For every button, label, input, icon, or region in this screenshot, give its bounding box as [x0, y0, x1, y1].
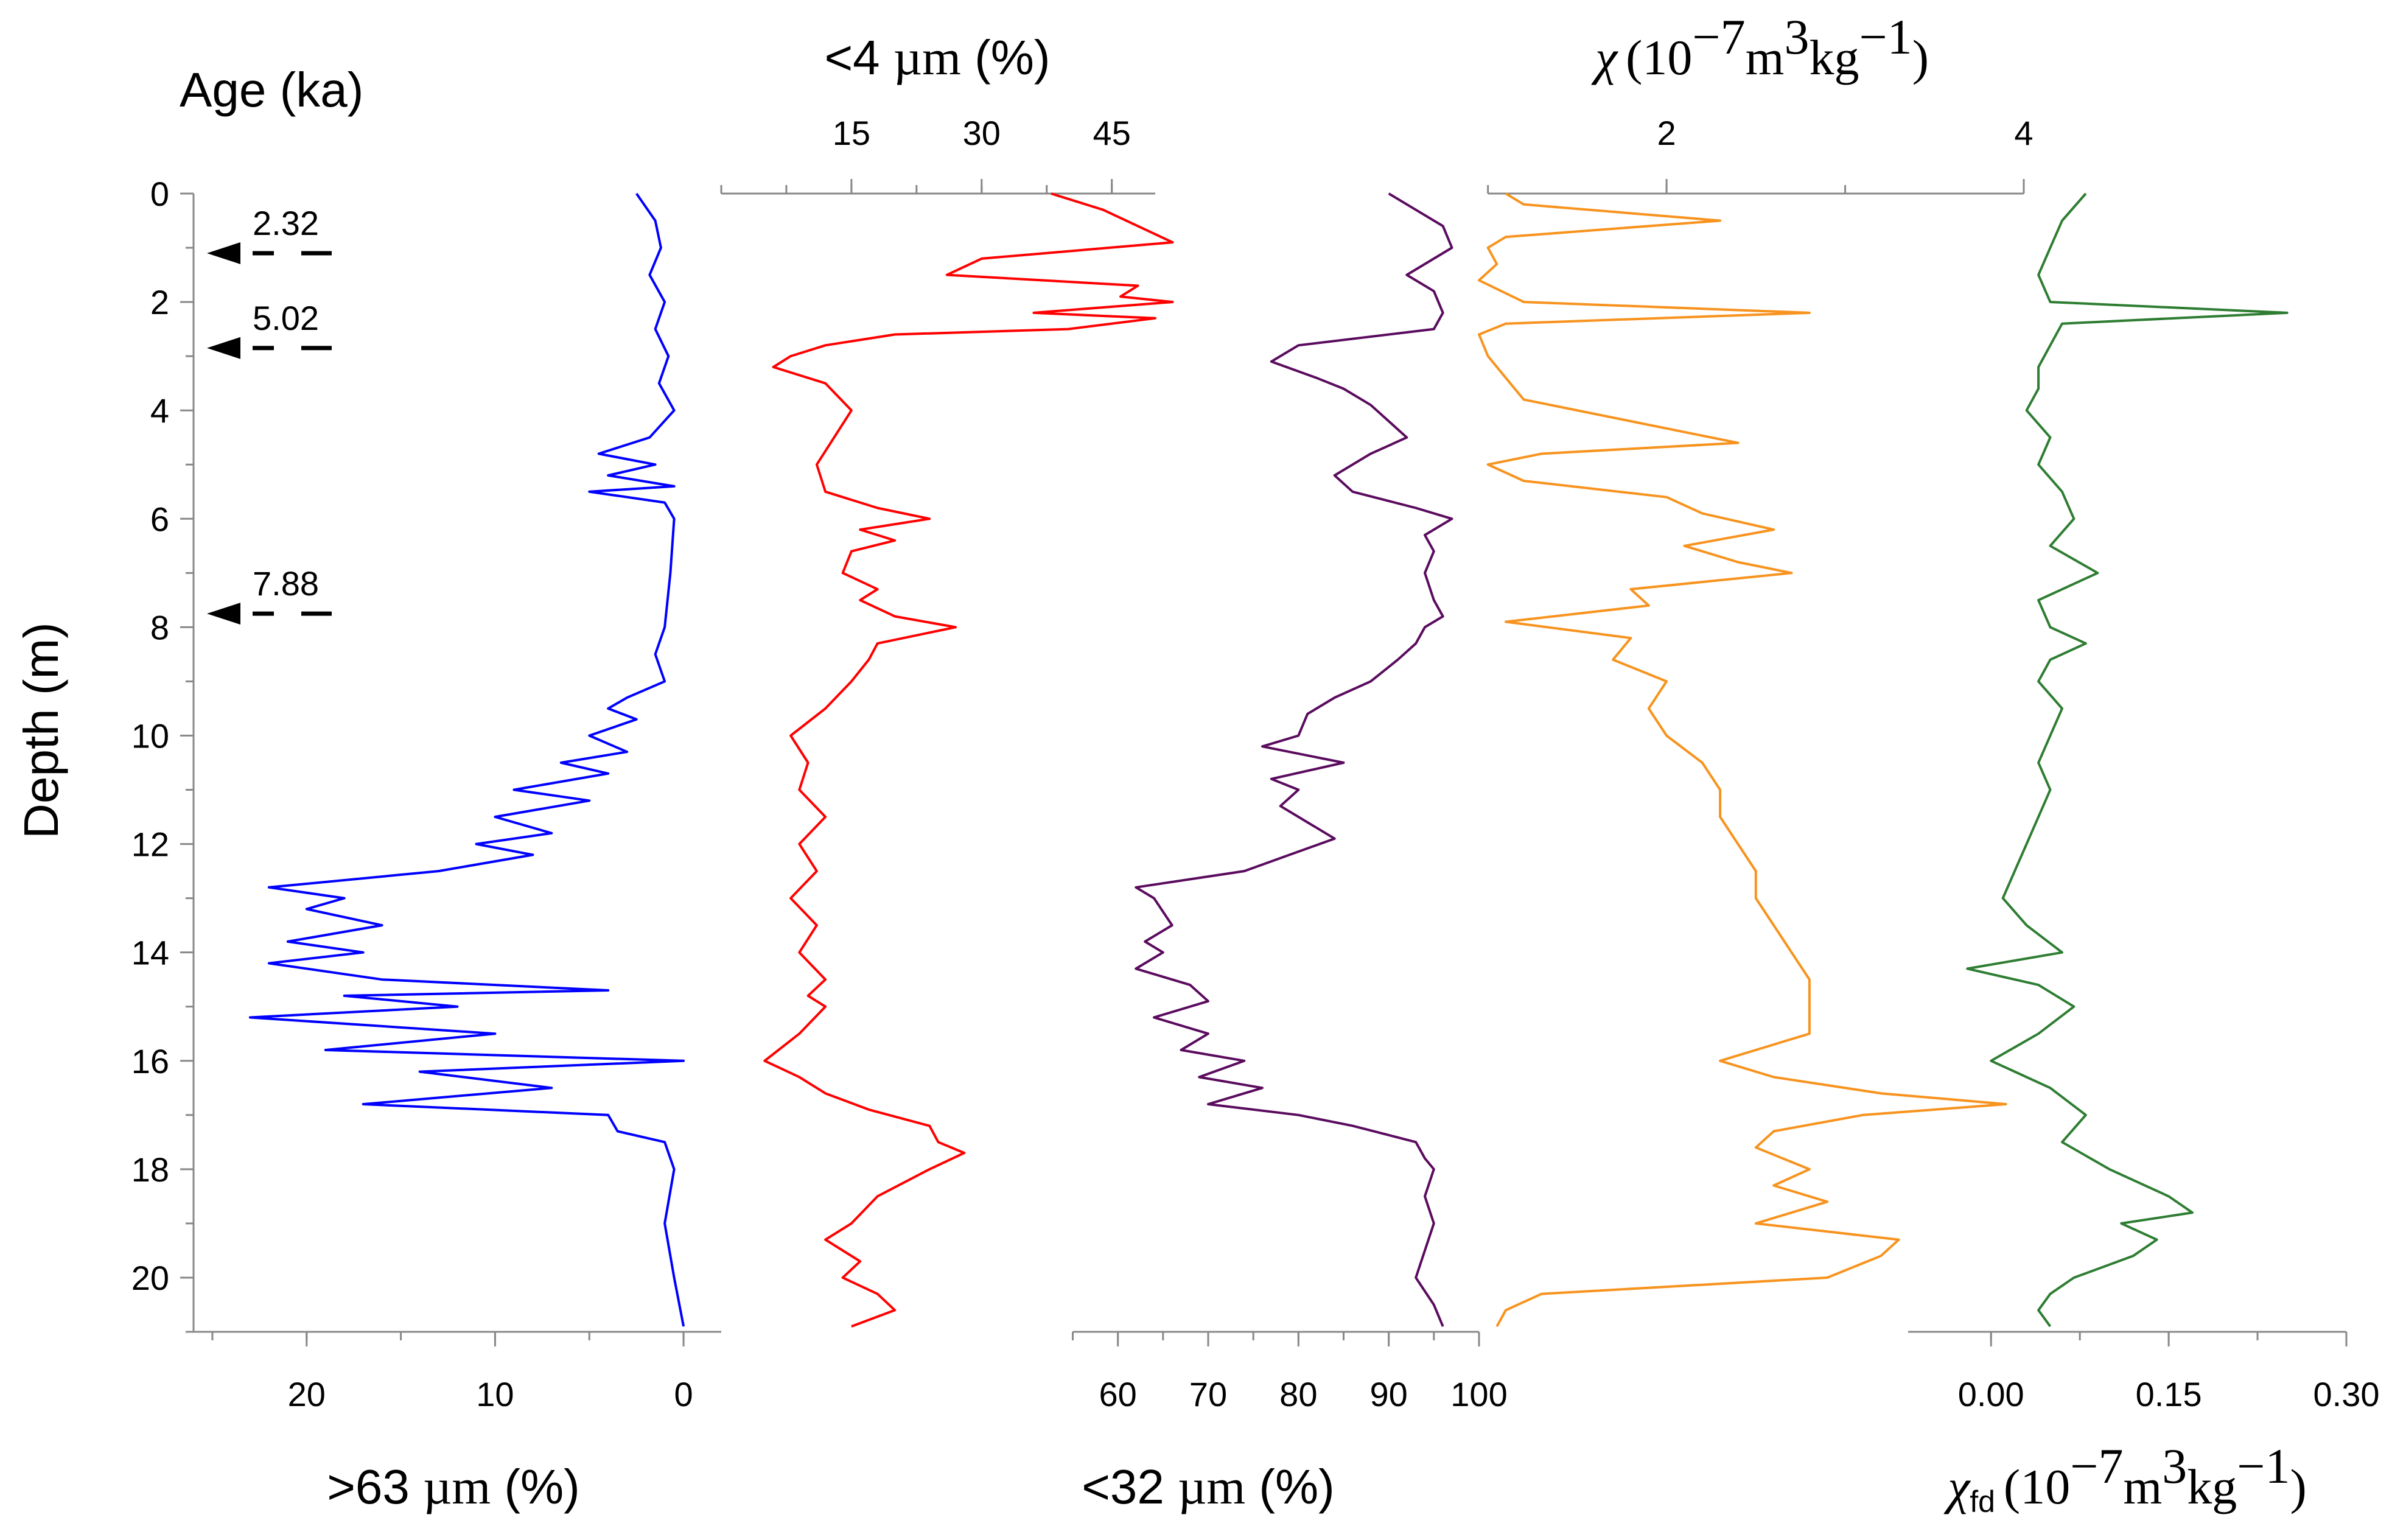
age-marker-label: 2.32 [253, 204, 319, 242]
panel-title-part: kg [2187, 1459, 2237, 1514]
panel-title-part: m [2123, 1459, 2162, 1514]
panel-title-part: <32 [1082, 1460, 1178, 1514]
panel-title-part: >63 [327, 1460, 423, 1514]
panel-title-part: 3 [1784, 9, 1809, 65]
panel-tick-label: 15 [833, 114, 870, 152]
age-marker-arrow [207, 603, 240, 625]
panel-title-part: −1 [1859, 9, 1912, 65]
panel-tick-label: 10 [476, 1375, 514, 1413]
series-line-4 [1966, 192, 2289, 1328]
series-line-2 [1135, 192, 1453, 1327]
panel-title-part: ) [1912, 30, 1929, 85]
age-markers: 2.32 5.02 7.88 [207, 204, 332, 625]
panel-tick-label: 20 [288, 1375, 326, 1413]
panel-tick-label: 2 [1657, 114, 1676, 152]
panel-title-part: µm [894, 30, 961, 85]
panel-tick-label: 0.30 [2313, 1375, 2380, 1413]
panel-title-part: (10 [1626, 30, 1692, 85]
panel-title-part: −1 [2237, 1438, 2290, 1494]
panel-titles: >63 µm (%)<4 µm (%)<32 µm (%)χ (10−7m3kg−… [327, 9, 2307, 1519]
panel-title: χfd (10−7m3kg−1) [1943, 1438, 2307, 1519]
panel-title-part: χ [1943, 1459, 1971, 1514]
panel-title-part: µm [423, 1459, 491, 1514]
panel-title-part: χ [1591, 30, 1618, 85]
panel-title: <32 µm (%) [1082, 1459, 1335, 1514]
panel-title-part: (10 [2004, 1459, 2070, 1514]
depth-tick-label: 4 [150, 391, 169, 430]
panel-tick-label: 80 [1279, 1375, 1317, 1413]
depth-tick-label: 14 [131, 934, 169, 972]
panel-title-part: ) [2290, 1459, 2307, 1514]
panel-title-part: −7 [1692, 9, 1745, 65]
panel-title-part: µm [1178, 1459, 1245, 1514]
panel-tick-label: 0.15 [2136, 1375, 2202, 1413]
depth-tick-label: 0 [150, 175, 169, 213]
panel-title-part: 3 [2162, 1438, 2187, 1494]
panel-tick-label: 0 [674, 1375, 693, 1413]
depth-tick-label: 8 [150, 608, 169, 646]
age-axis-title: Age (ka) [180, 63, 363, 117]
panel-title-part: (%) [491, 1460, 580, 1514]
age-marker-label: 7.88 [253, 564, 319, 603]
panel-title: χ (10−7m3kg−1) [1591, 9, 1929, 85]
panel-tick-label: 90 [1370, 1375, 1408, 1413]
depth-axis-title: Depth (m) [14, 622, 68, 839]
panel-title-part: kg [1809, 30, 1859, 85]
depth-tick-label: 6 [150, 500, 169, 538]
panel-tick-label: 30 [963, 114, 1001, 152]
panel-tick-label: 45 [1093, 114, 1131, 152]
panel-tick-label: 70 [1189, 1375, 1227, 1413]
panel-title: >63 µm (%) [327, 1459, 580, 1514]
panel-title-part: <4 [824, 30, 893, 85]
series-line-0 [248, 192, 685, 1327]
panel-title: <4 µm (%) [824, 30, 1050, 85]
series-lines [248, 192, 2289, 1328]
age-marker-arrow [207, 242, 240, 264]
panel-tick-label: 0.00 [1958, 1375, 2024, 1413]
panel-tick-label: 60 [1099, 1375, 1137, 1413]
panel-title-part: m [1746, 30, 1785, 85]
series-line-3 [1478, 192, 2007, 1328]
depth-tick-label: 2 [150, 283, 169, 321]
depth-tick-label: 18 [131, 1150, 169, 1189]
depth-tick-label: 12 [131, 825, 169, 864]
panel-title-part: fd [1970, 1485, 1995, 1519]
panel-tick-label: 4 [2014, 114, 2033, 152]
depth-tick-label: 20 [131, 1259, 169, 1297]
panel-title-part: (%) [961, 30, 1051, 85]
age-marker-arrow [207, 337, 240, 359]
series-line-1 [763, 192, 1174, 1328]
depth-tick-label: 10 [131, 716, 169, 755]
panel-title-part: (%) [1245, 1460, 1335, 1514]
panel-tick-label: 100 [1450, 1375, 1507, 1413]
panel-title-part: −7 [2070, 1438, 2123, 1494]
age-marker-label: 5.02 [253, 299, 319, 337]
depth-tick-label: 16 [131, 1042, 169, 1080]
